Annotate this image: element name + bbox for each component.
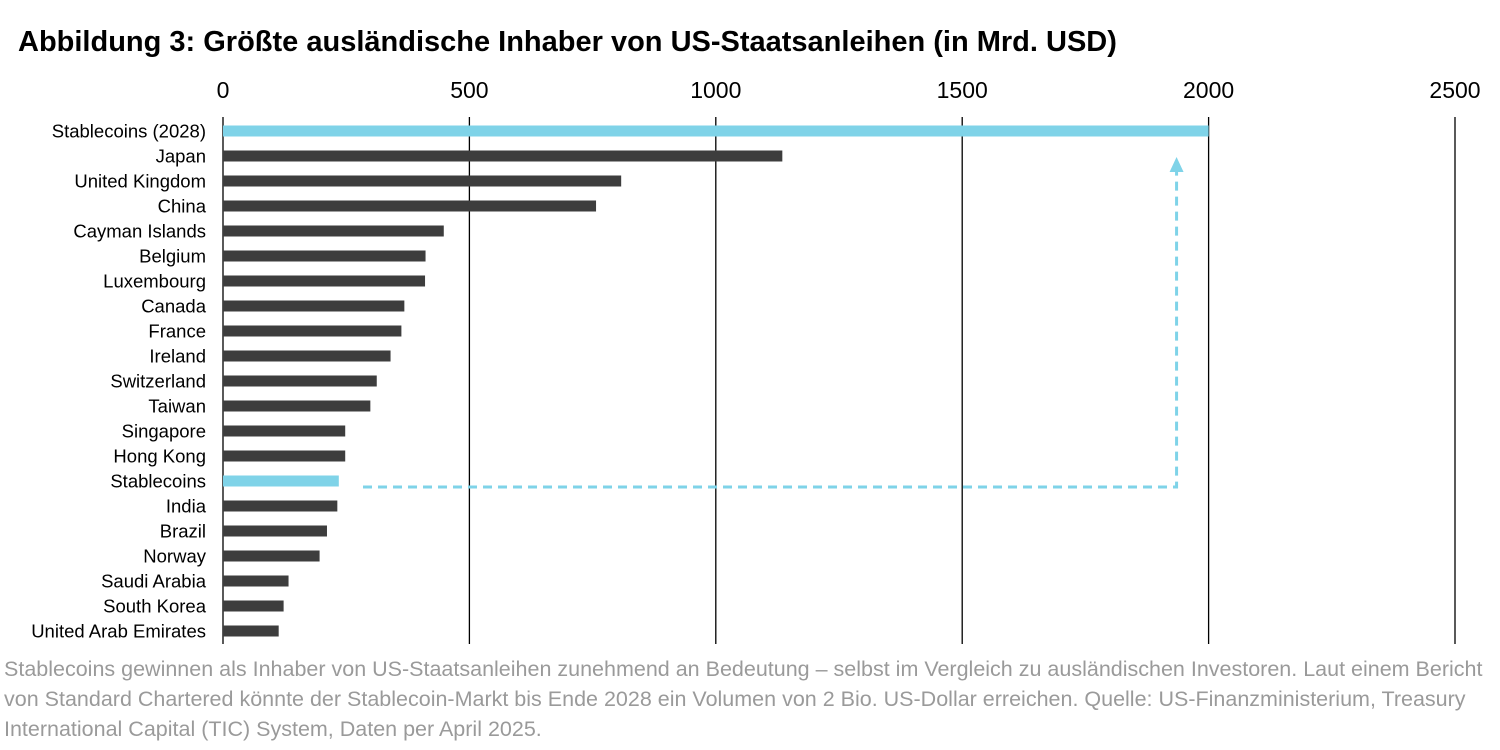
category-label: United Kingdom xyxy=(74,171,206,192)
bar xyxy=(223,400,371,412)
x-tick-label: 1500 xyxy=(937,77,988,103)
category-label: India xyxy=(166,496,207,517)
bar xyxy=(223,125,1209,137)
chart-title: Abbildung 3: Größte ausländische Inhaber… xyxy=(18,26,1117,58)
category-label: Belgium xyxy=(139,246,206,267)
category-label: Stablecoins xyxy=(110,471,206,492)
category-label: Taiwan xyxy=(148,396,206,417)
x-tick-label: 2000 xyxy=(1183,77,1234,103)
bar xyxy=(223,175,622,187)
bar-chart: 0 500 1000 1500 2000 2500 Stablecoins (2028) J… xyxy=(31,77,1481,644)
category-label: Stablecoins (2028) xyxy=(52,121,206,142)
category-label: Switzerland xyxy=(110,371,206,392)
annotation xyxy=(363,157,1184,489)
category-label: Luxembourg xyxy=(103,271,206,292)
x-tick-label: 500 xyxy=(450,77,488,103)
arrow-head xyxy=(1169,157,1184,172)
bar xyxy=(223,550,320,562)
bars xyxy=(223,125,1209,637)
bar xyxy=(223,375,377,387)
bar xyxy=(223,475,339,487)
category-label: Brazil xyxy=(160,521,206,542)
grid-lines xyxy=(222,117,1456,644)
category-label: Japan xyxy=(156,146,206,167)
bar xyxy=(223,150,783,162)
category-label: France xyxy=(148,321,206,342)
bar xyxy=(223,425,346,437)
category-label: South Korea xyxy=(103,596,207,617)
category-label: Norway xyxy=(143,546,206,567)
dashed-arrow-line xyxy=(363,171,1179,489)
category-label: Cayman Islands xyxy=(73,221,206,242)
category-label: United Arab Emirates xyxy=(31,621,206,642)
bar xyxy=(223,450,346,462)
x-tick-label: 0 xyxy=(217,77,230,103)
chart-caption: Stablecoins gewinnen als Inhaber von US-… xyxy=(4,657,1483,741)
bar xyxy=(223,250,426,262)
category-label: Singapore xyxy=(122,421,206,442)
x-tick-label: 1000 xyxy=(690,77,741,103)
bar xyxy=(223,200,597,212)
bar xyxy=(223,500,338,512)
category-label: Canada xyxy=(141,296,207,317)
category-label: China xyxy=(158,196,207,217)
bar xyxy=(223,625,279,637)
bar xyxy=(223,575,289,587)
category-label: Ireland xyxy=(149,346,206,367)
bar xyxy=(223,275,426,287)
bar xyxy=(223,350,391,362)
bar xyxy=(223,325,402,337)
bar xyxy=(223,600,284,612)
x-axis-ticks: 0 500 1000 1500 2000 2500 xyxy=(217,77,1481,103)
x-tick-label: 2500 xyxy=(1429,77,1480,103)
bar xyxy=(223,525,327,537)
category-label: Saudi Arabia xyxy=(101,571,207,592)
category-labels: Stablecoins (2028) Japan United Kingdom Chi… xyxy=(31,121,207,642)
category-label: Hong Kong xyxy=(113,446,206,467)
bar xyxy=(223,300,405,312)
bar xyxy=(223,225,444,237)
